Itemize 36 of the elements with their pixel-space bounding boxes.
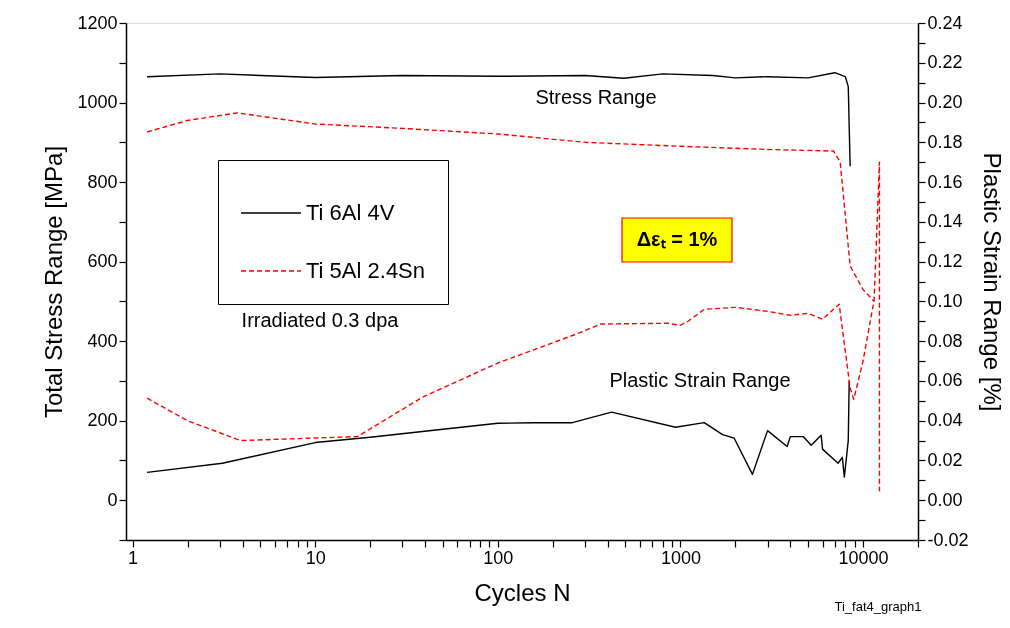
- y2-tick-label: 0.06: [927, 370, 963, 391]
- y-tick-label: 1000: [77, 92, 118, 113]
- y2-tick-label: 0.04: [927, 410, 963, 431]
- y-tick-label: 1200: [77, 12, 118, 33]
- y2-tick-label: 0.14: [927, 211, 963, 232]
- y-tick-label: 0: [107, 489, 118, 510]
- y2-tick-label: 0.12: [927, 251, 963, 272]
- y2-tick-label: 0.24: [927, 12, 963, 33]
- y2-tick-label: 0.10: [927, 290, 963, 311]
- x-axis-title: Cycles N: [474, 578, 571, 606]
- y-tick-label: 600: [87, 251, 118, 272]
- y2-tick-label: 0.16: [927, 171, 963, 192]
- x-tick-label: 100: [483, 547, 514, 568]
- y2-tick-label: -0.02: [927, 529, 969, 550]
- y-tick-label: 800: [87, 171, 118, 192]
- y2-tick-label: 0.02: [927, 449, 963, 470]
- y-axis-title: Total Stress Range [MPa]: [40, 145, 68, 419]
- y2-tick-label: 0.18: [927, 131, 963, 152]
- x-tick-label: 10000: [838, 547, 889, 568]
- y-tick-label: 400: [87, 330, 118, 351]
- annotation: Plastic Strain Range: [609, 369, 791, 391]
- annotation: Irradiated 0.3 dpa: [241, 309, 400, 331]
- y2-tick-label: 0.20: [927, 92, 963, 113]
- x-tick-label: 1000: [660, 547, 701, 568]
- y2-tick-label: 0.22: [927, 52, 963, 73]
- text: Ti_fat4_graph1: [834, 599, 922, 614]
- y-tick-label: 200: [87, 410, 118, 431]
- annotation: Δεₜ = 1%: [636, 228, 718, 250]
- x-tick-label: 1: [128, 547, 139, 568]
- x-tick-label: 10: [305, 547, 326, 568]
- y2-axis-title: Plastic Strain Range [%]: [978, 152, 1006, 412]
- y2-tick-label: 0.00: [927, 489, 963, 510]
- annotation: Stress Range: [535, 86, 657, 108]
- legend-label: Ti 5Al 2.4Sn: [306, 258, 426, 283]
- y2-tick-label: 0.08: [927, 330, 963, 351]
- legend-label: Ti 6Al 4V: [306, 200, 395, 225]
